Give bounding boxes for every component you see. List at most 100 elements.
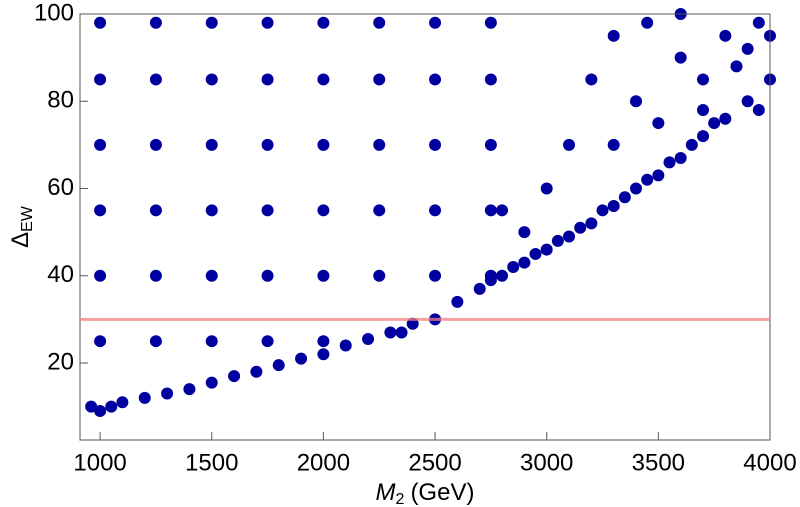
x-label-unit: (GeV) <box>410 479 474 506</box>
point <box>484 16 497 29</box>
point <box>607 199 620 212</box>
x-axis-label: M2 (GeV) <box>376 479 475 507</box>
point <box>451 295 464 308</box>
y-tick-label: 60 <box>47 174 74 201</box>
point <box>373 138 386 151</box>
x-tick-label: 2000 <box>297 449 350 476</box>
point <box>719 112 732 125</box>
x-label-subscript: 2 <box>396 491 405 507</box>
x-tick-label: 3000 <box>520 449 573 476</box>
point <box>94 269 107 282</box>
point <box>105 400 118 413</box>
x-tick-label: 4000 <box>743 449 796 476</box>
point <box>317 73 330 86</box>
point <box>373 73 386 86</box>
point <box>94 16 107 29</box>
point <box>205 335 218 348</box>
point <box>205 16 218 29</box>
point <box>149 335 162 348</box>
point <box>719 29 732 42</box>
point <box>94 335 107 348</box>
point <box>261 16 274 29</box>
point <box>373 16 386 29</box>
y-tick-label: 100 <box>34 0 74 26</box>
point <box>641 173 654 186</box>
point <box>697 130 710 143</box>
point <box>149 73 162 86</box>
point <box>261 335 274 348</box>
point <box>741 42 754 55</box>
point <box>496 204 509 217</box>
point <box>484 138 497 151</box>
point <box>161 387 174 400</box>
point <box>317 335 330 348</box>
y-label-subscript: EW <box>19 205 36 232</box>
point <box>540 182 553 195</box>
point <box>484 73 497 86</box>
point <box>205 376 218 389</box>
point <box>94 138 107 151</box>
point <box>607 138 620 151</box>
point <box>551 234 564 247</box>
point <box>585 73 598 86</box>
point <box>674 51 687 64</box>
point <box>529 247 542 260</box>
point <box>272 359 285 372</box>
point <box>261 269 274 282</box>
point <box>205 204 218 217</box>
point <box>138 391 151 404</box>
point <box>94 404 107 417</box>
point <box>574 221 587 234</box>
point <box>362 333 375 346</box>
point <box>752 103 765 116</box>
point <box>518 226 531 239</box>
point <box>205 138 218 151</box>
point <box>518 256 531 269</box>
y-tick-label: 80 <box>47 87 74 114</box>
x-label-symbol: M <box>376 479 396 506</box>
point <box>429 16 442 29</box>
point <box>261 73 274 86</box>
point <box>250 365 263 378</box>
point <box>295 352 308 365</box>
point <box>674 151 687 164</box>
point <box>652 117 665 130</box>
point <box>429 204 442 217</box>
point <box>752 16 765 29</box>
point <box>149 204 162 217</box>
point <box>317 269 330 282</box>
point <box>630 182 643 195</box>
point <box>607 29 620 42</box>
point <box>205 269 218 282</box>
x-tick-label: 1000 <box>73 449 126 476</box>
point <box>685 138 698 151</box>
point <box>697 73 710 86</box>
point <box>116 396 129 409</box>
point <box>373 269 386 282</box>
point <box>484 204 497 217</box>
point <box>94 204 107 217</box>
point <box>395 326 408 339</box>
point <box>149 269 162 282</box>
plot-frame <box>79 13 771 441</box>
point <box>563 138 576 151</box>
point <box>317 16 330 29</box>
point <box>205 73 218 86</box>
point <box>384 326 397 339</box>
point <box>149 138 162 151</box>
point <box>630 95 643 108</box>
point <box>652 169 665 182</box>
point <box>697 103 710 116</box>
x-tick-label: 1500 <box>185 449 238 476</box>
y-axis-label: ΔEW <box>7 205 36 248</box>
point <box>317 204 330 217</box>
point <box>585 217 598 230</box>
point <box>663 156 676 169</box>
x-tick-label: 2500 <box>408 449 461 476</box>
point <box>228 370 241 383</box>
point <box>149 16 162 29</box>
x-tick-label: 3500 <box>632 449 685 476</box>
y-tick-label: 40 <box>47 261 74 288</box>
point <box>261 138 274 151</box>
